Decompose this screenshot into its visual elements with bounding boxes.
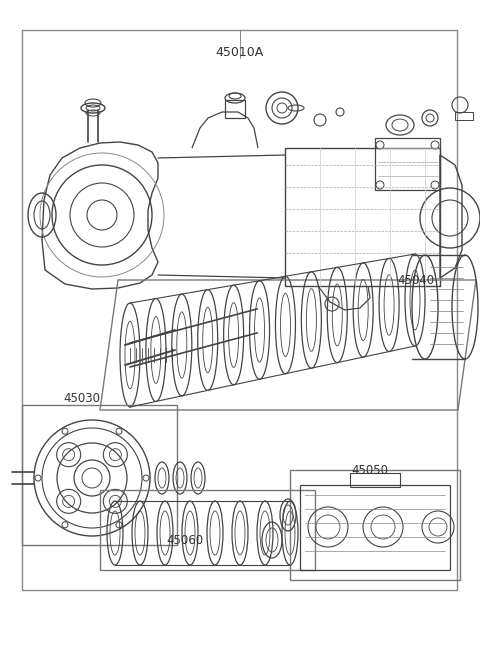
- Bar: [375, 138, 440, 190]
- Bar: [290, 470, 460, 580]
- Bar: [100, 490, 315, 570]
- Bar: [300, 485, 450, 570]
- Text: 45010A: 45010A: [216, 45, 264, 58]
- Text: 45060: 45060: [167, 533, 204, 546]
- Text: 45030: 45030: [63, 392, 100, 405]
- Bar: [225, 100, 245, 118]
- Bar: [22, 30, 457, 590]
- Bar: [455, 112, 473, 120]
- Text: 45040: 45040: [397, 274, 434, 287]
- Bar: [22, 405, 177, 545]
- Text: 45050: 45050: [351, 464, 388, 476]
- Bar: [350, 473, 400, 487]
- Bar: [285, 148, 440, 286]
